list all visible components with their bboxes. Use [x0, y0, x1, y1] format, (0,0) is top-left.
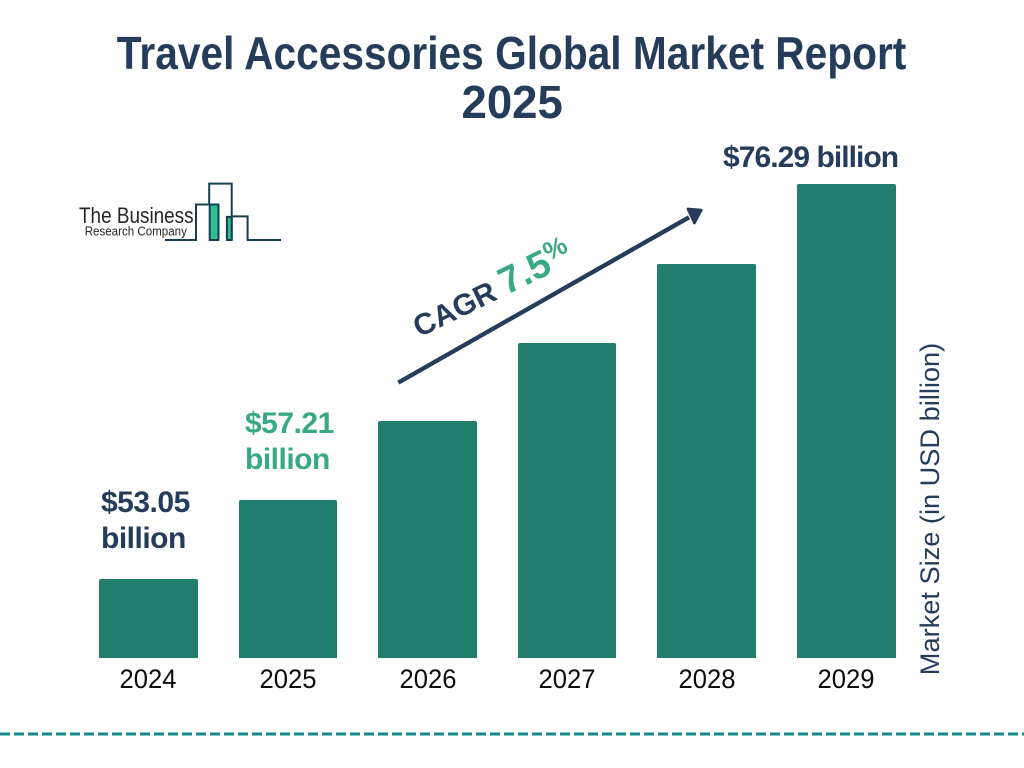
svg-text:Research Company: Research Company	[85, 223, 188, 238]
svg-text:The Business: The Business	[79, 203, 194, 228]
